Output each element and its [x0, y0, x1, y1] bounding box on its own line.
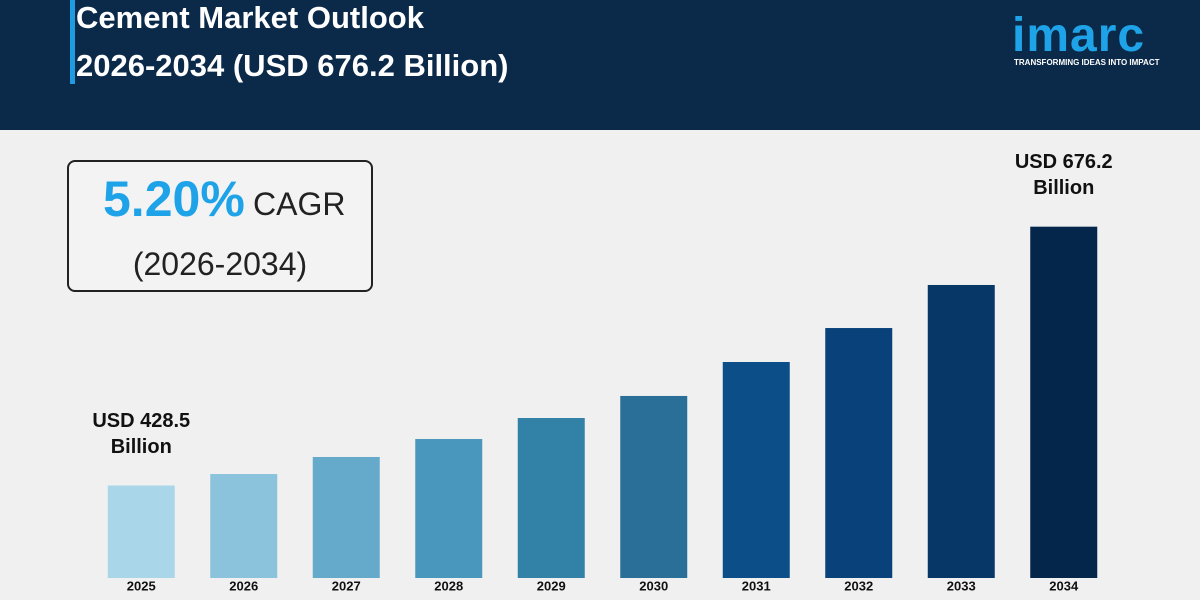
- bar: [927, 284, 995, 578]
- x-tick-label: 2034: [1049, 578, 1079, 593]
- title: 2026-2034 (USD 676.2 Billion): [76, 48, 509, 83]
- bar: [517, 418, 585, 578]
- x-tick-label: 2027: [332, 578, 361, 593]
- cagr-label: CAGR: [253, 186, 346, 222]
- bar: [722, 361, 790, 578]
- bar: [825, 328, 893, 578]
- x-tick-label: 2032: [844, 578, 873, 593]
- bar: [620, 395, 688, 578]
- x-tick-label: 2031: [742, 578, 771, 593]
- title: Cement Market Outlook: [76, 0, 424, 35]
- bar: [210, 474, 278, 578]
- cagr-box: 5.20% CAGR (2026-2034): [67, 160, 373, 292]
- value-label: USD 428.5 Billion: [92, 409, 191, 458]
- bar: [312, 456, 380, 578]
- value-label: USD 676.2 Billion: [1014, 150, 1113, 199]
- cagr-value: 5.20%: [103, 171, 245, 227]
- bar: [1030, 226, 1098, 578]
- header: Cement Market Outlook 2026-2034 (USD 676…: [0, 0, 1200, 130]
- x-tick-label: 2028: [434, 578, 463, 593]
- logo: imarc: [1012, 9, 1146, 62]
- x-tick-label: 2025: [127, 578, 156, 593]
- x-tick-label: 2026: [229, 578, 258, 593]
- cagr-period: (2026-2034): [132, 246, 308, 282]
- x-tick-label: 2030: [639, 578, 668, 593]
- accent-bar: [70, 0, 75, 84]
- x-tick-label: 2029: [537, 578, 566, 593]
- bar: [107, 485, 175, 578]
- bar: [415, 439, 483, 578]
- x-tick-label: 2033: [947, 578, 976, 593]
- tagline: TRANSFORMING IDEAS INTO IMPACT: [1014, 58, 1160, 67]
